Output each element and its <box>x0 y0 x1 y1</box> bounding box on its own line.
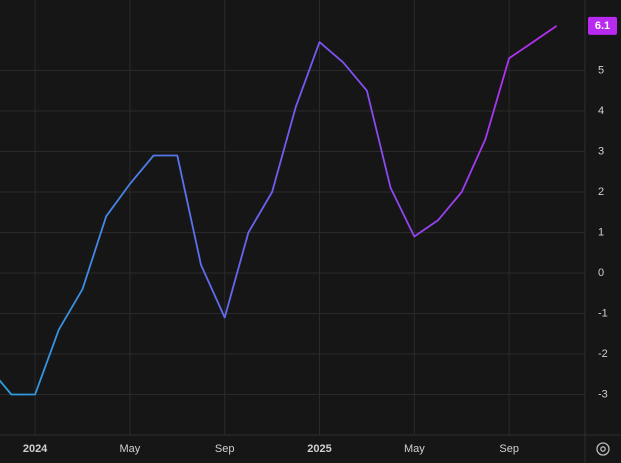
x-tick-label: May <box>404 443 425 455</box>
x-tick-label: May <box>120 443 141 455</box>
x-tick-label: Sep <box>499 443 519 455</box>
line <box>0 25 558 396</box>
settings-icon[interactable] <box>596 442 610 456</box>
y-tick-label: -3 <box>598 388 608 400</box>
y-tick-label: 3 <box>598 145 604 157</box>
grid <box>0 0 585 435</box>
last-value-badge <box>588 16 617 35</box>
last-value-label: 6.1 <box>595 20 610 32</box>
y-tick-label: 4 <box>598 105 604 117</box>
x-tick-label: Sep <box>215 443 235 455</box>
y-tick-label: 2 <box>598 186 604 198</box>
x-tick-label: 2024 <box>23 443 48 455</box>
y-tick-label: -1 <box>598 307 608 319</box>
y-tick-label: 1 <box>598 226 604 238</box>
y-tick-label: 0 <box>598 267 604 279</box>
y-tick-label: 5 <box>598 64 604 76</box>
x-tick-label: 2025 <box>307 443 331 455</box>
y-tick-label: -2 <box>598 348 608 360</box>
